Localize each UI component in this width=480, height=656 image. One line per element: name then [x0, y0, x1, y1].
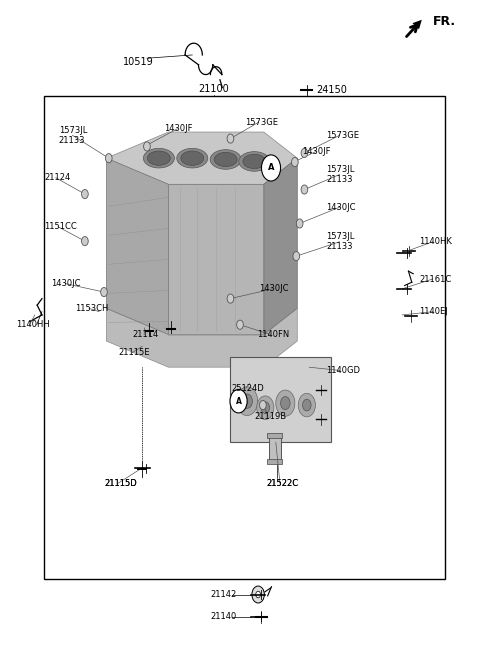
Text: 21115D: 21115D [104, 479, 137, 488]
Text: 1430JC: 1430JC [326, 203, 355, 212]
Circle shape [291, 157, 298, 167]
Circle shape [101, 287, 108, 297]
Circle shape [230, 390, 247, 413]
Circle shape [82, 237, 88, 246]
Circle shape [144, 142, 150, 151]
Text: 21124: 21124 [44, 173, 71, 182]
Circle shape [281, 397, 290, 409]
Text: 1430JC: 1430JC [259, 284, 288, 293]
Ellipse shape [177, 148, 208, 168]
Text: FR.: FR. [433, 15, 456, 28]
Text: 1140HH: 1140HH [16, 320, 49, 329]
Circle shape [296, 219, 303, 228]
Text: 1140FN: 1140FN [257, 330, 289, 339]
Circle shape [252, 586, 264, 603]
Bar [44, 96, 445, 579]
Circle shape [276, 390, 295, 416]
Bar [267, 459, 282, 464]
Polygon shape [168, 184, 264, 335]
Text: 25124D: 25124D [232, 384, 264, 392]
Ellipse shape [239, 152, 270, 171]
Text: 21140: 21140 [210, 612, 236, 621]
Circle shape [237, 387, 258, 415]
Text: 21100: 21100 [198, 84, 229, 94]
Text: A: A [236, 397, 241, 405]
Circle shape [261, 402, 270, 413]
Text: 1573GE: 1573GE [326, 131, 359, 140]
Text: 1151CC: 1151CC [44, 222, 77, 232]
Circle shape [301, 185, 308, 194]
Circle shape [242, 394, 252, 408]
Bar [269, 435, 281, 461]
Circle shape [237, 320, 243, 329]
Circle shape [262, 155, 281, 181]
Text: 21522C: 21522C [266, 479, 299, 488]
Polygon shape [107, 308, 297, 367]
Text: 1573GE: 1573GE [245, 117, 278, 127]
Circle shape [301, 148, 308, 157]
Bar [267, 432, 282, 438]
Text: 21142: 21142 [210, 590, 236, 599]
Text: 1573JL
21133: 1573JL 21133 [59, 125, 87, 145]
Circle shape [227, 134, 234, 143]
Text: 1140HK: 1140HK [419, 237, 452, 246]
Ellipse shape [181, 151, 204, 165]
Text: 1430JC: 1430JC [51, 279, 81, 288]
Polygon shape [107, 158, 168, 335]
Circle shape [82, 190, 88, 199]
Text: 1430JF: 1430JF [164, 124, 192, 133]
Polygon shape [107, 132, 297, 184]
Circle shape [260, 401, 266, 409]
Text: 24150: 24150 [316, 85, 347, 95]
Circle shape [106, 154, 112, 163]
Text: 1140EJ: 1140EJ [419, 307, 448, 316]
Ellipse shape [243, 154, 266, 169]
Ellipse shape [210, 150, 241, 169]
Ellipse shape [214, 152, 237, 167]
Text: 21115E: 21115E [118, 348, 150, 358]
Circle shape [256, 591, 261, 598]
Text: 21522C: 21522C [266, 479, 299, 488]
Text: 21114: 21114 [132, 330, 159, 339]
Text: 21161C: 21161C [419, 274, 451, 283]
Circle shape [227, 294, 234, 303]
Text: 21119B: 21119B [254, 412, 287, 420]
Ellipse shape [147, 151, 170, 165]
Circle shape [302, 400, 311, 411]
Text: A: A [268, 163, 274, 173]
Circle shape [293, 251, 300, 260]
Text: 1573JL
21133: 1573JL 21133 [326, 165, 354, 184]
Circle shape [257, 396, 274, 419]
Text: 1430JF: 1430JF [302, 147, 331, 156]
Polygon shape [264, 158, 297, 335]
Circle shape [298, 394, 315, 417]
Text: 1140GD: 1140GD [326, 366, 360, 375]
Text: 1573JL
21133: 1573JL 21133 [326, 232, 354, 251]
Text: 10519: 10519 [123, 57, 154, 67]
Text: 1153CH: 1153CH [75, 304, 109, 313]
Bar [230, 358, 331, 442]
Ellipse shape [144, 148, 174, 168]
Text: 21115D: 21115D [104, 479, 137, 488]
